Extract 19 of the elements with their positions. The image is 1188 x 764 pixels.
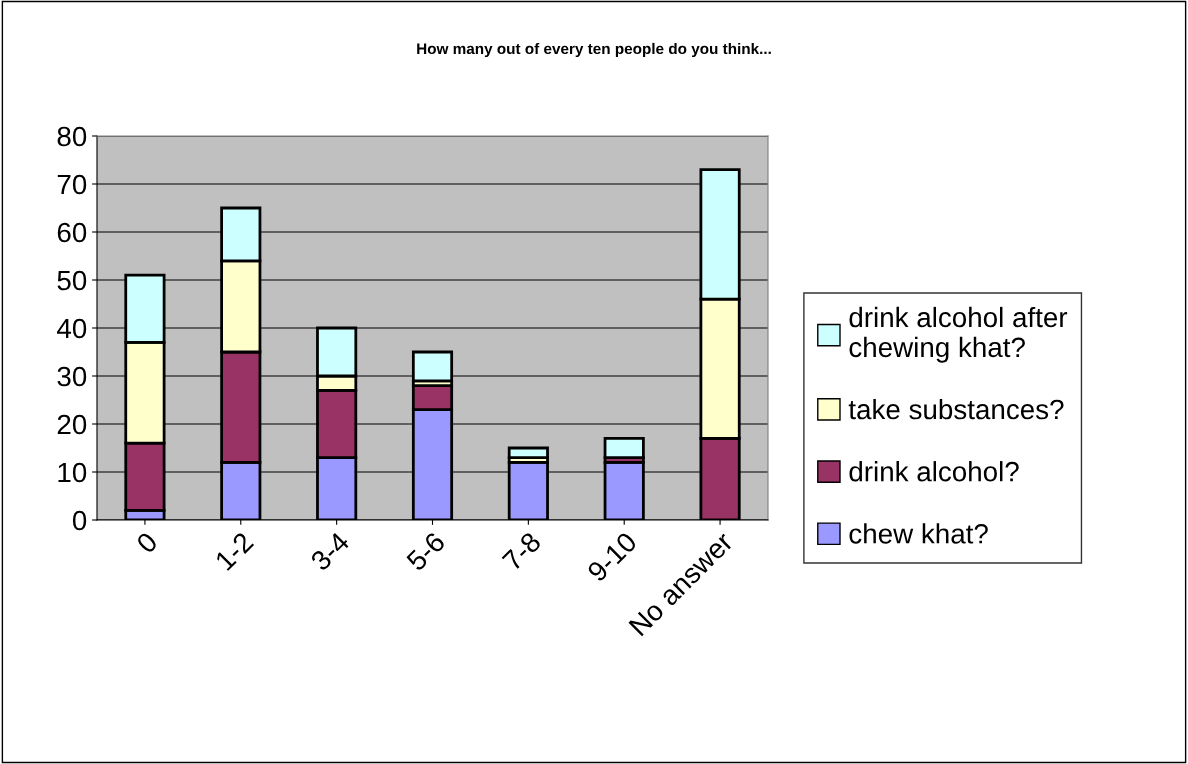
- y-tick-label: 30: [57, 366, 87, 387]
- x-tick-label: 7-8: [501, 531, 542, 572]
- x-tick-label: 3-4: [309, 530, 351, 572]
- legend-label: chew khat?: [849, 523, 988, 544]
- y-tick-label: 80: [57, 126, 87, 147]
- y-tick-label: 20: [57, 414, 87, 435]
- y-tick-label: 60: [57, 222, 87, 243]
- chart-title: How many out of every ten people do you think...: [417, 42, 771, 58]
- y-tick-label: 40: [57, 318, 87, 339]
- legend-label: drink alcohol after chewing khat?: [849, 306, 1068, 363]
- y-tick-label: 50: [57, 270, 87, 291]
- x-tick-label: 0: [135, 531, 159, 555]
- legend-label: drink alcohol?: [849, 461, 1019, 482]
- legend-label: take substances?: [848, 398, 1064, 420]
- y-tick-label: 0: [72, 510, 87, 531]
- x-tick-label: 1-2: [214, 531, 255, 571]
- y-tick-label: 10: [58, 462, 87, 483]
- x-tick-label: 5-6: [405, 531, 447, 572]
- y-tick-label: 70: [57, 174, 87, 195]
